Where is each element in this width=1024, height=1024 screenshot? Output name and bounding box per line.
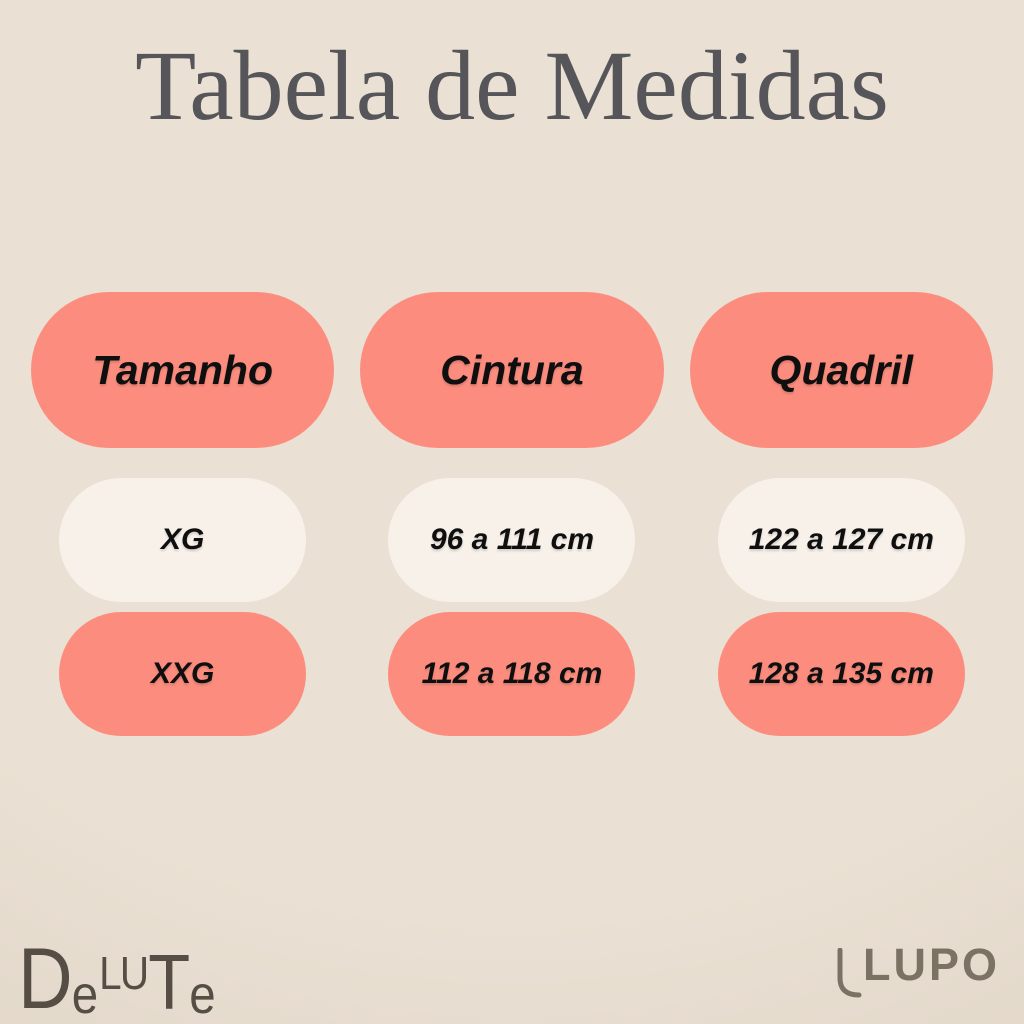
column-quadril: Quadril 122 a 127 cm 128 a 135 cm [689,292,993,746]
column-tamanho: Tamanho XG XXG [31,292,335,746]
cell-quadril-xg: 122 a 127 cm [717,478,965,602]
delute-letter: L [99,947,121,999]
delute-logo: D e L U T e [18,931,216,1024]
header-quadril: Quadril [689,292,993,448]
header-tamanho: Tamanho [31,292,335,448]
page-title: Tabela de Medidas [135,30,889,141]
lupo-swoosh-icon [837,948,862,998]
cell-cintura-xxg: 112 a 118 cm [388,612,636,736]
delute-letter: e [71,965,98,1024]
delute-letter: e [189,965,215,1024]
size-table: Tamanho XG XXG Cintura 96 a 111 cm 112 a… [31,292,993,746]
cell-tamanho-xg: XG [59,478,307,602]
delute-letter: D [18,931,73,1024]
header-cintura: Cintura [360,292,664,448]
delute-letter: T [148,938,190,1024]
column-cintura: Cintura 96 a 111 cm 112 a 118 cm [360,292,664,746]
delute-raised-letters: L U [99,947,149,999]
lupo-logo: LUPO [834,939,1000,998]
cell-quadril-xxg: 128 a 135 cm [717,612,965,736]
lupo-wordmark: LUPO [862,939,1000,990]
cell-tamanho-xxg: XXG [59,612,307,736]
delute-letter: U [119,947,149,999]
cell-cintura-xg: 96 a 111 cm [388,478,636,602]
